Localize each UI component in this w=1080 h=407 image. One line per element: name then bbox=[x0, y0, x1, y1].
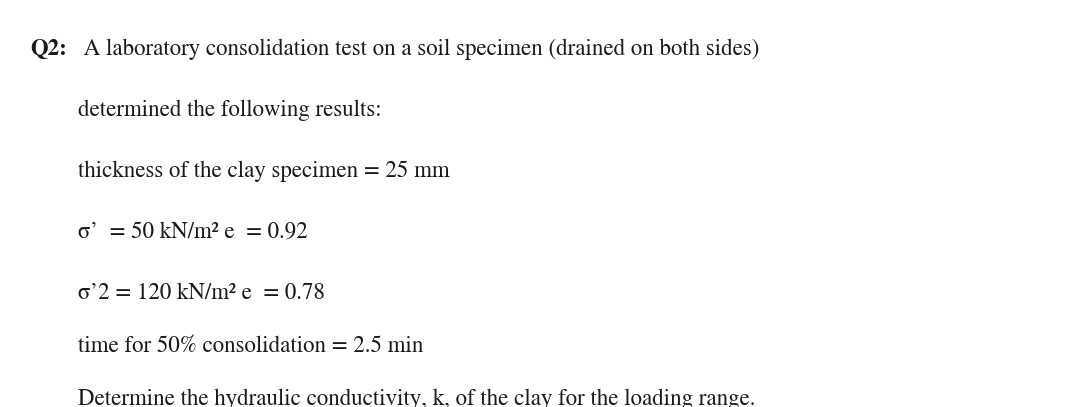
Text: Determine the hydraulic conductivity, k, of the clay for the loading range.: Determine the hydraulic conductivity, k,… bbox=[78, 389, 755, 407]
Text: thickness of the clay specimen = 25 mm: thickness of the clay specimen = 25 mm bbox=[78, 160, 449, 182]
Text: σ’2 = 120 kN/m² e₂ = 0.78: σ’2 = 120 kN/m² e₂ = 0.78 bbox=[78, 283, 325, 304]
Text: A laboratory consolidation test on a soil specimen (drained on both sides): A laboratory consolidation test on a soi… bbox=[78, 39, 759, 60]
Text: σ’₁ = 50 kN/m² e₁ = 0.92: σ’₁ = 50 kN/m² e₁ = 0.92 bbox=[78, 222, 308, 243]
Text: Q2:: Q2: bbox=[30, 39, 67, 60]
Text: time for 50% consolidation = 2.5 min: time for 50% consolidation = 2.5 min bbox=[78, 336, 423, 357]
Text: determined the following results:: determined the following results: bbox=[78, 100, 381, 121]
